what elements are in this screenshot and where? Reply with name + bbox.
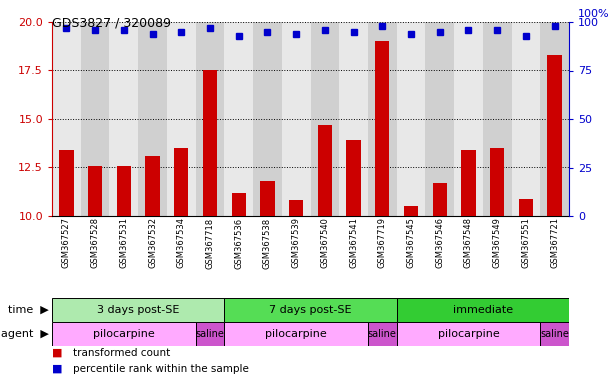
Text: saline: saline [540,329,569,339]
Bar [88,166,102,216]
Bar [52,22,81,216]
Bar [433,183,447,216]
Text: saline: saline [368,329,397,339]
Bar [461,150,475,216]
Bar [59,150,73,216]
Text: 3 days post-SE: 3 days post-SE [97,305,180,315]
Text: ■: ■ [52,364,62,374]
Bar [81,22,109,216]
Text: immediate: immediate [453,305,513,315]
Bar [196,22,224,216]
Bar [109,22,138,216]
Text: saline: saline [196,329,224,339]
Bar [232,193,246,216]
Bar [375,41,389,216]
Bar [397,298,569,322]
Bar [483,22,511,216]
Bar [540,322,569,346]
Text: pilocarpine: pilocarpine [265,329,327,339]
Bar [547,55,562,216]
Bar [339,22,368,216]
Bar [52,298,224,322]
Bar [145,156,159,216]
Bar [397,22,425,216]
Bar [490,148,504,216]
Text: GDS3827 / 320089: GDS3827 / 320089 [52,16,171,29]
Bar [289,200,303,216]
Bar [117,166,131,216]
Text: ■: ■ [52,348,62,358]
Bar [404,206,418,216]
Bar [282,22,310,216]
Text: agent  ▶: agent ▶ [1,329,49,339]
Bar [260,181,274,216]
Bar [318,125,332,216]
Bar [425,22,454,216]
Text: pilocarpine: pilocarpine [93,329,155,339]
Bar [167,22,196,216]
Bar [203,71,217,216]
Text: 7 days post-SE: 7 days post-SE [269,305,352,315]
Bar [253,22,282,216]
Bar [368,22,397,216]
Text: 100%: 100% [577,9,609,19]
Text: pilocarpine: pilocarpine [437,329,499,339]
Text: time  ▶: time ▶ [8,305,49,315]
Bar [310,22,339,216]
Bar [224,322,368,346]
Bar [368,322,397,346]
Text: transformed count: transformed count [73,348,170,358]
Bar [519,199,533,216]
Text: percentile rank within the sample: percentile rank within the sample [73,364,249,374]
Bar [224,298,397,322]
Bar [397,322,540,346]
Bar [138,22,167,216]
Bar [346,140,360,216]
Bar [540,22,569,216]
Bar [454,22,483,216]
Bar [224,22,253,216]
Bar [52,322,196,346]
Bar [196,322,224,346]
Bar [511,22,540,216]
Bar [174,148,188,216]
